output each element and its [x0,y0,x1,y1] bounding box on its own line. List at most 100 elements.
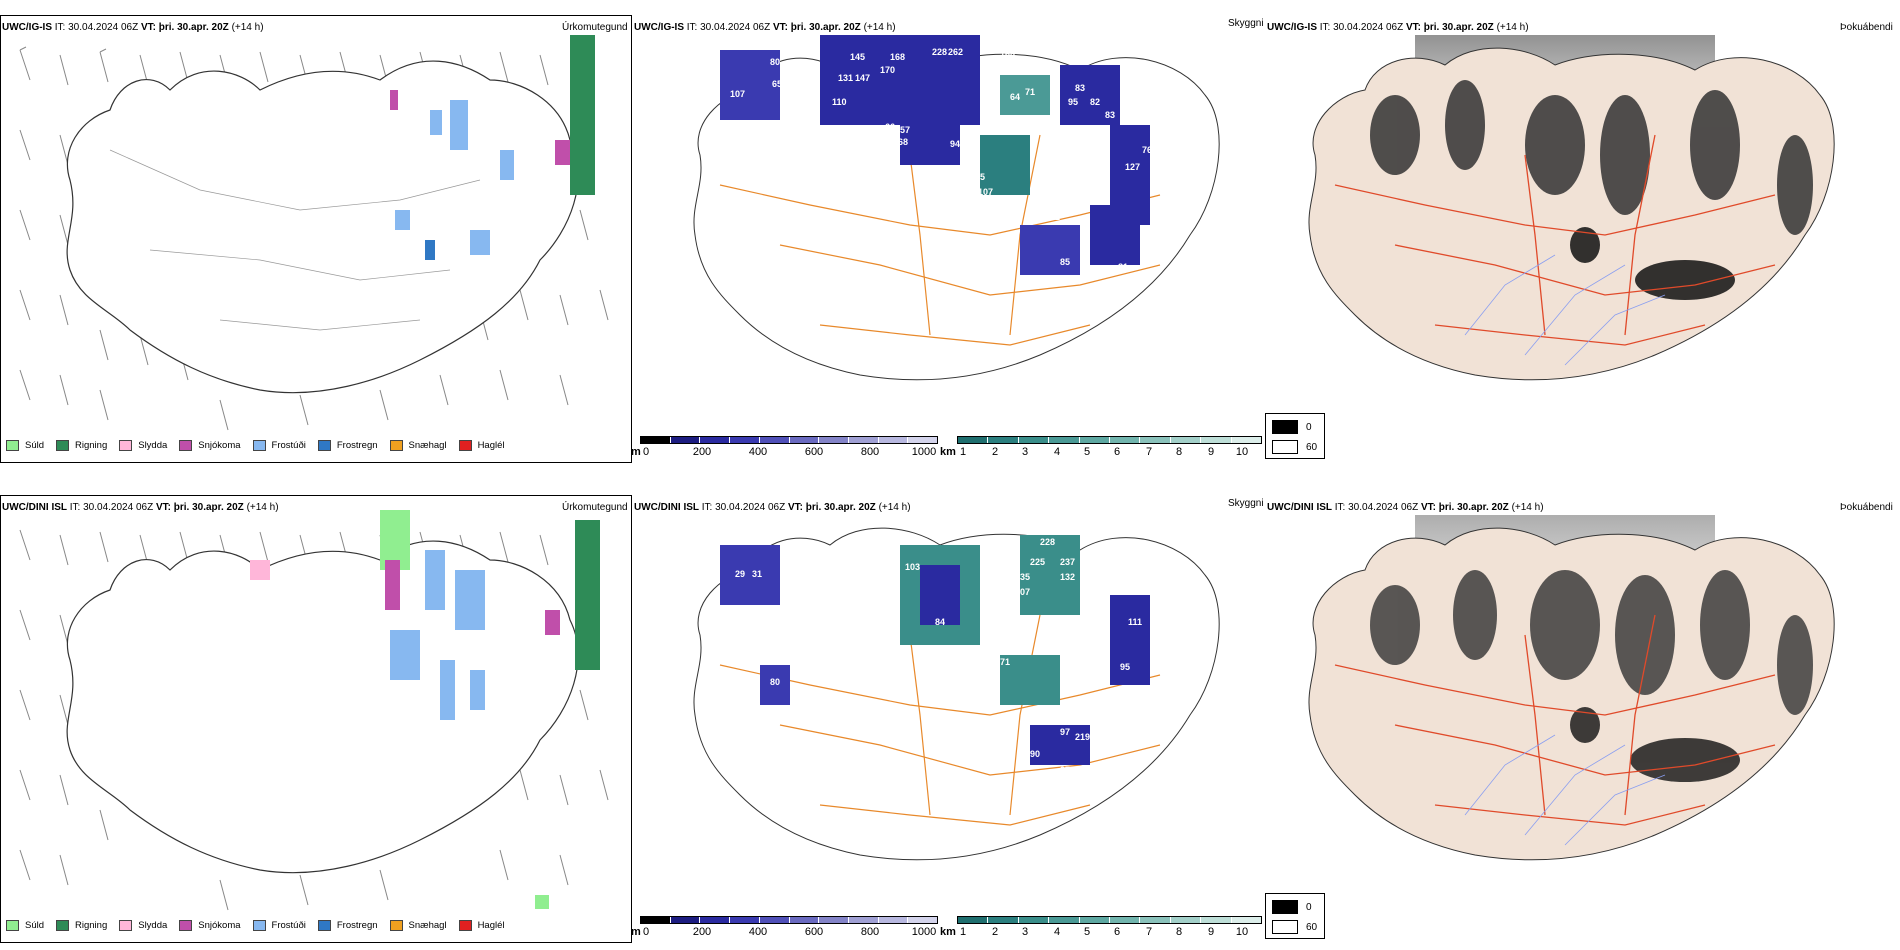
cloud-label: 57 [900,125,910,135]
swatch [252,440,266,451]
tick: 10 [1235,446,1249,458]
it-label: IT: 30.04.2024 06Z [1334,502,1419,513]
swatch [1272,900,1298,914]
cloud-label: 127 [1125,162,1140,172]
swatch [179,920,193,931]
cloud-base-unit: m [631,446,641,458]
legend-item: Frostúði [252,440,306,451]
tick: 8 [1175,926,1183,938]
precip-type-map-frame [0,15,632,463]
vt-label: VT: þri. 30.apr. 20Z [155,502,244,513]
cloud-label: 83 [1080,259,1090,269]
fog-indicator-map [1308,35,1835,381]
precip-type-map [19,35,609,431]
cloud-label: 85 [1060,257,1070,267]
swatch [56,440,70,451]
tick: 7 [1145,926,1153,938]
it-label: IT: 30.04.2024 06Z [686,22,771,33]
cloud-label: 97 [1060,727,1070,737]
panel4-header: UWC/DINI ISL IT: 30.04.2024 06Z VT: þri.… [2,502,279,514]
cloud-label: 168 [1000,49,1015,59]
swatch [6,440,19,451]
cloud-label: 71 [1000,657,1010,667]
cloud-label: 107 [730,89,745,99]
cloud-label: 87 [808,109,818,119]
fog-panel-title: Þokuábendi [1840,502,1893,513]
cloud-label: 227 [750,537,765,547]
cloud-label: 71 [1025,87,1035,97]
tick: 600 [804,446,824,458]
cloud-label: 225 [1030,557,1045,567]
panel3-header: UWC/IG-IS IT: 30.04.2024 06Z VT: þri. 30… [1267,22,1529,34]
tick: 400 [748,446,768,458]
swatch [389,920,403,931]
cloud-patches [720,35,1150,275]
tick: 200 [692,926,712,938]
panel2-header: UWC/IG-IS IT: 30.04.2024 06Z VT: þri. 30… [634,22,896,34]
cloud-label: 105 [950,232,965,242]
tick: 1000 [911,446,937,458]
legend-item: Súld [6,920,44,931]
tick: 200 [692,446,712,458]
visibility-ticks: 1 2 3 4 5 6 7 8 9 10 [957,446,1262,460]
cloud-label: 95 [1120,662,1130,672]
fog-indicator-map [1308,515,1835,861]
tick: 600 [804,926,824,938]
interior-lines [109,149,481,331]
cloud-label: 80 [770,677,780,687]
cloud-label: 145 [850,52,865,62]
model-name: UWC/DINI ISL [2,502,67,513]
vt-label: VT: þri. 30.apr. 20Z [1420,502,1509,513]
lead-label: (+14 h) [246,502,279,513]
legend-item: Súld [6,440,44,451]
vt-label: VT: þri. 30.apr. 20Z [787,502,876,513]
cloud-panel-title: Skyggni [1228,498,1264,509]
tick: 4 [1053,446,1061,458]
legend-item: Haglél [458,920,505,931]
cloud-label: 102 [1045,212,1060,222]
cloud-label: 33 [1092,595,1102,605]
legend-item: Slydda [119,440,167,451]
tick: 4 [1053,926,1061,938]
cloud-label: 132 [1060,572,1075,582]
visibility-unit: km [940,446,956,458]
cloud-label: 98 [1050,157,1060,167]
cloud-label: 144 [985,617,1000,627]
cloud-number-labels: 80 81 65 107 57 87 110 145 131 147 168 1… [730,47,1152,302]
cloud-label: 94 [950,139,960,149]
model-name: UWC/DINI ISL [1267,502,1332,513]
cloud-label: 219 [1075,732,1090,742]
fog-legend-item: 0 [1272,420,1312,434]
cloud-label: 228 [1040,537,1055,547]
panel6-header: UWC/DINI ISL IT: 30.04.2024 06Z VT: þri.… [1267,502,1544,514]
tick: 2 [991,446,999,458]
cloud-panel-title: Skyggni [1228,18,1264,29]
model-name: UWC/IG-IS [2,22,52,33]
cloud-label: 237 [1060,557,1075,567]
cloud-label: 262 [948,47,963,57]
cloud-label: 228 [932,47,947,57]
cloud-base-colorbar [640,916,938,924]
fog-legend-top: 0 60 [1265,413,1325,459]
swatch [458,440,472,451]
visibility-unit: km [940,926,956,938]
tick: 1 [959,926,967,938]
legend-item: Frostúði [252,920,306,931]
it-label: IT: 30.04.2024 06Z [54,22,139,33]
swatch [389,440,403,451]
fog-legend-item: 60 [1272,440,1317,454]
tick: 6 [1113,446,1121,458]
cloud-label: 135 [1015,572,1030,582]
cloud-label: 170 [880,65,895,75]
cloud-label: 131 [838,73,853,83]
cloud-label: 66 [885,122,895,132]
legend-item: Frostregn [317,440,378,451]
cloud-label: 166 [1090,745,1105,755]
cloud-label: 98 [1080,697,1090,707]
swatch [56,920,70,931]
model-name: UWC/IG-IS [634,22,684,33]
cloud-label: 65 [960,192,970,202]
tick: 5 [1083,926,1091,938]
swatch [317,440,331,451]
cloud-label: 31 [752,569,762,579]
